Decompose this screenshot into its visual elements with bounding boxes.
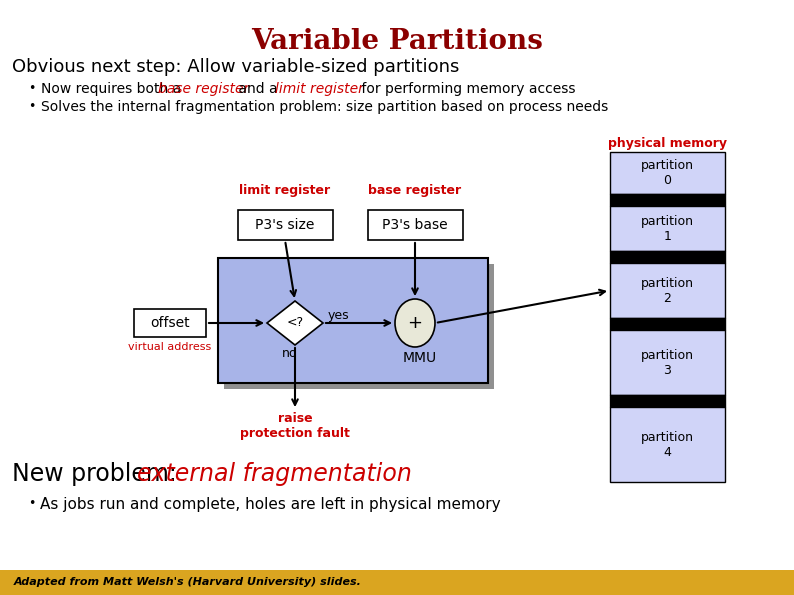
Text: partition
0: partition 0 (641, 159, 694, 187)
Bar (224, 264, 494, 389)
Text: no: no (282, 347, 298, 360)
Polygon shape (267, 301, 323, 345)
Text: MMU: MMU (403, 351, 437, 365)
Bar (610, 152, 725, 194)
Text: partition
3: partition 3 (641, 349, 694, 377)
Bar (218, 258, 488, 383)
Bar (610, 395, 725, 407)
Text: limit register: limit register (275, 82, 364, 96)
Bar (610, 330, 725, 395)
Text: for performing memory access: for performing memory access (357, 82, 576, 96)
Bar (368, 210, 462, 240)
Text: limit register: limit register (240, 184, 330, 197)
Text: and a: and a (234, 82, 282, 96)
Text: As jobs run and complete, holes are left in physical memory: As jobs run and complete, holes are left… (40, 497, 501, 512)
Bar (610, 251, 725, 263)
Bar (0, 570, 794, 595)
Ellipse shape (395, 299, 435, 347)
Text: •: • (28, 82, 36, 95)
Text: base register: base register (368, 184, 461, 197)
Text: +: + (407, 314, 422, 332)
Text: yes: yes (328, 309, 349, 322)
Bar (134, 309, 206, 337)
Text: Variable Partitions: Variable Partitions (251, 28, 543, 55)
Bar (610, 194, 725, 206)
Text: partition
4: partition 4 (641, 431, 694, 459)
Text: partition
1: partition 1 (641, 215, 694, 243)
Text: •: • (28, 497, 36, 510)
Text: physical memory: physical memory (608, 137, 727, 150)
Text: Obvious next step: Allow variable-sized partitions: Obvious next step: Allow variable-sized … (12, 58, 460, 76)
Text: P3's base: P3's base (382, 218, 448, 232)
Text: external fragmentation: external fragmentation (137, 462, 412, 486)
Text: offset: offset (150, 316, 190, 330)
Bar (610, 263, 725, 318)
Text: base register: base register (158, 82, 249, 96)
Bar (610, 206, 725, 251)
Text: Adapted from Matt Welsh's (Harvard University) slides.: Adapted from Matt Welsh's (Harvard Unive… (14, 577, 362, 587)
Text: virtual address: virtual address (129, 342, 212, 352)
Text: Now requires both a: Now requires both a (41, 82, 186, 96)
Text: New problem:: New problem: (12, 462, 184, 486)
Text: raise
protection fault: raise protection fault (240, 412, 350, 440)
Text: •: • (28, 100, 36, 113)
Text: <?: <? (287, 317, 303, 330)
Bar (237, 210, 333, 240)
Text: partition
2: partition 2 (641, 277, 694, 305)
Text: P3's size: P3's size (256, 218, 314, 232)
Bar (610, 407, 725, 482)
Bar (610, 318, 725, 330)
Text: Solves the internal fragmentation problem: size partition based on process needs: Solves the internal fragmentation proble… (41, 100, 608, 114)
